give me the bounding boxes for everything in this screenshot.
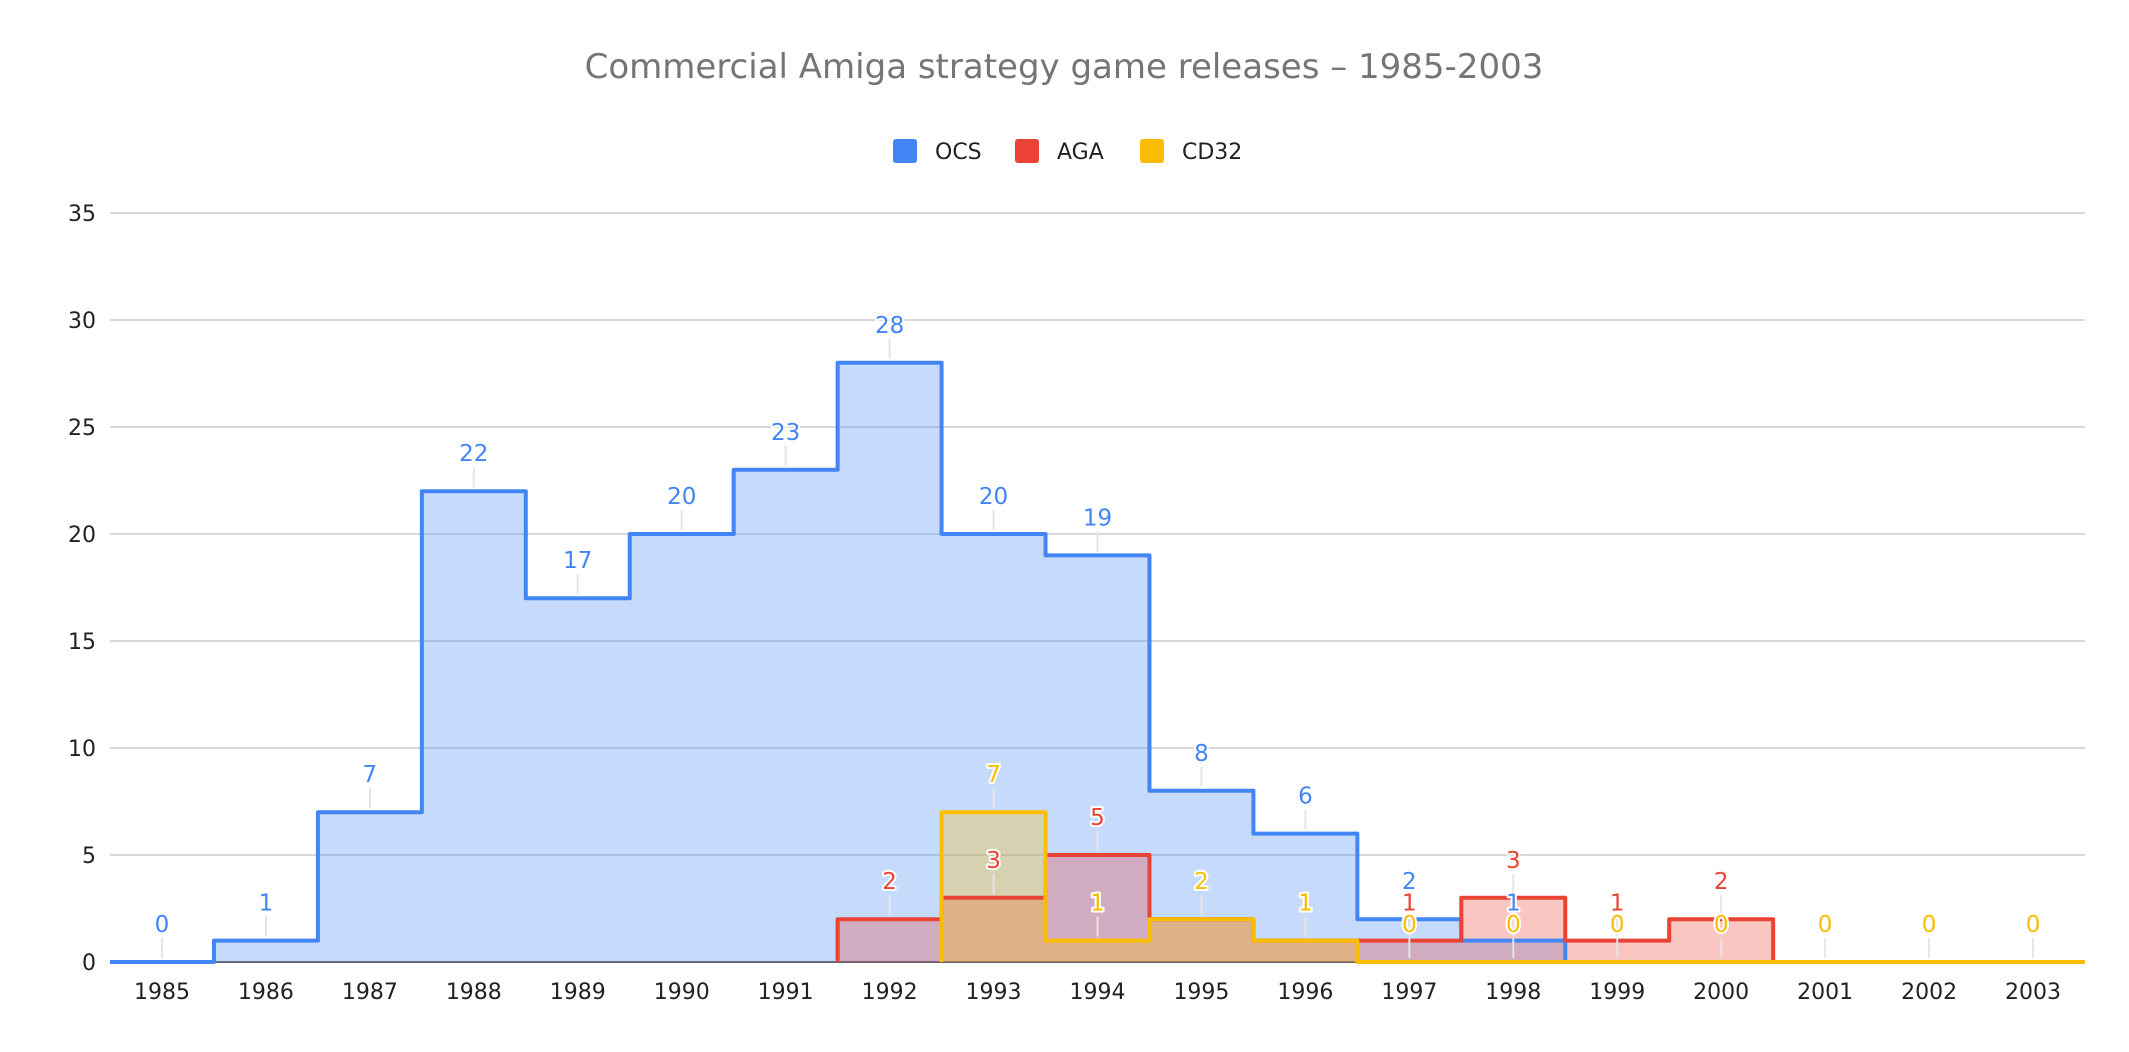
data-label-cd32: 0	[1610, 912, 1625, 938]
data-label-ocs: 20	[979, 484, 1008, 510]
legend-swatch-cd32	[1140, 139, 1164, 163]
x-tick-label: 1994	[1070, 980, 1126, 1005]
x-tick-label: 2003	[2005, 980, 2061, 1005]
x-tick-label: 1996	[1277, 980, 1333, 1005]
series-areas	[110, 362, 2086, 962]
x-tick-label: 1995	[1173, 980, 1229, 1005]
x-tick-label: 1997	[1381, 980, 1437, 1005]
x-tick-label: 1992	[862, 980, 918, 1005]
data-label-ocs: 7	[363, 762, 378, 788]
y-tick-label: 0	[82, 951, 96, 976]
data-label-ocs: 6	[1298, 784, 1313, 810]
data-label-aga: 3	[986, 848, 1001, 874]
data-label-ocs: 8	[1194, 741, 1209, 767]
x-tick-label: 1989	[550, 980, 606, 1005]
x-tick-label: 1987	[342, 980, 398, 1005]
series-lines	[110, 360, 2085, 964]
line-ocs	[110, 360, 1568, 964]
data-label-cd32: 0	[1922, 912, 1937, 938]
y-tick-label: 20	[68, 523, 96, 548]
y-tick-label: 15	[68, 630, 96, 655]
y-tick-label: 35	[68, 202, 96, 227]
y-axis-ticks: 0 5 10 15 20 25 30 35	[68, 202, 96, 976]
y-tick-label: 30	[68, 309, 96, 334]
x-tick-label: 2000	[1693, 980, 1749, 1005]
y-tick-label: 5	[82, 844, 96, 869]
x-tick-label: 2001	[1797, 980, 1853, 1005]
data-label-ocs: 0	[155, 912, 170, 938]
area-cd32	[941, 812, 2086, 962]
data-label-cd32: 1	[1090, 891, 1105, 917]
y-tick-label: 10	[68, 737, 96, 762]
x-tick-label: 1986	[238, 980, 294, 1005]
data-label-aga: 2	[1714, 869, 1729, 895]
data-label-aga: 5	[1090, 805, 1105, 831]
data-label-ocs: 23	[771, 420, 800, 446]
legend-swatch-ocs	[893, 139, 917, 163]
legend-swatch-aga	[1015, 139, 1039, 163]
line-cd32	[939, 810, 2085, 964]
x-tick-label: 1990	[654, 980, 710, 1005]
area-ocs	[110, 362, 1566, 962]
legend-label-aga: AGA	[1057, 140, 1104, 165]
legend-label-cd32: CD32	[1182, 140, 1242, 165]
data-label-ocs: 17	[563, 548, 592, 574]
x-tick-label: 1985	[134, 980, 190, 1005]
x-tick-label: 2002	[1901, 980, 1957, 1005]
data-label-ocs: 1	[259, 891, 274, 917]
data-label-ocs: 20	[667, 484, 696, 510]
data-label-aga: 2	[1194, 869, 1209, 895]
x-tick-label: 1999	[1589, 980, 1645, 1005]
chart-title: Commercial Amiga strategy game releases …	[585, 47, 1544, 87]
x-axis-ticks: 1985 1986 1987 1988 1989 1990 1991 1992 1993 1994…	[134, 980, 2061, 1005]
x-tick-label: 1993	[966, 980, 1022, 1005]
legend: OCS AGA CD32	[893, 139, 1242, 165]
data-label-cd32: 0	[1818, 912, 1833, 938]
data-label-cd32: 0	[1506, 912, 1521, 938]
x-tick-label: 1998	[1485, 980, 1541, 1005]
x-tick-label: 1991	[758, 980, 814, 1005]
legend-label-ocs: OCS	[935, 140, 982, 165]
data-label-ocs: 28	[875, 313, 904, 339]
y-tick-label: 25	[68, 416, 96, 441]
data-label-ocs: 2	[1402, 869, 1417, 895]
data-label-cd32: 0	[1402, 912, 1417, 938]
data-label-ocs: 22	[459, 441, 488, 467]
x-tick-label: 1988	[446, 980, 502, 1005]
data-label-aga: 1	[1610, 891, 1625, 917]
area-aga	[837, 855, 1774, 962]
data-label-aga: 1	[1298, 891, 1313, 917]
data-label-cd32: 0	[2026, 912, 2041, 938]
data-label-aga: 3	[1506, 848, 1521, 874]
data-label-ocs: 19	[1083, 505, 1112, 531]
data-label-cd32: 2	[1194, 869, 1209, 895]
data-label-cd32: 0	[1714, 912, 1729, 938]
data-label-ocs: 1	[1506, 891, 1521, 917]
data-label-cd32: 1	[1298, 891, 1313, 917]
data-label-aga: 2	[882, 869, 897, 895]
data-label-aga: 1	[1402, 891, 1417, 917]
data-label-cd32: 7	[986, 762, 1001, 788]
